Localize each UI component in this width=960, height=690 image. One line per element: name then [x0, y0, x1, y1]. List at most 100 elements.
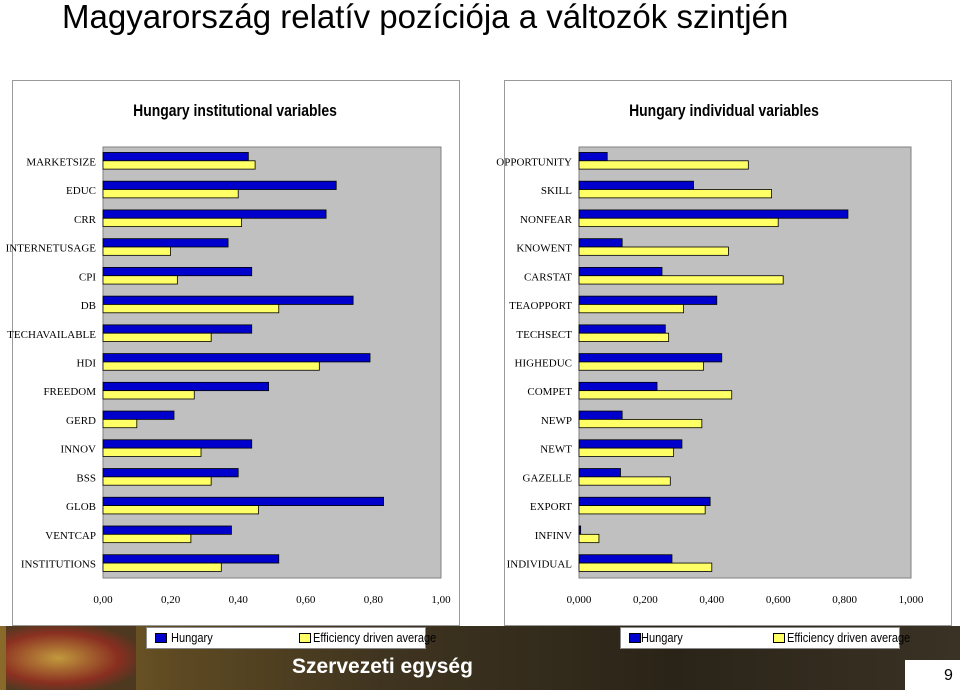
category-label: TECHSECT	[516, 329, 572, 341]
bar-efficiency	[578, 390, 733, 400]
category-label: TEAOPPORT	[509, 300, 572, 312]
category-label: NEWT	[540, 444, 572, 456]
x-tick-label: 0,800	[832, 594, 857, 606]
bar-efficiency	[102, 447, 202, 457]
bar-efficiency	[578, 332, 670, 342]
bar-hungary	[102, 554, 280, 564]
bar-hungary	[578, 496, 711, 506]
bar-efficiency	[578, 217, 779, 227]
category-label: INSTITUTIONS	[21, 559, 96, 571]
x-tick-label: 0,00	[93, 594, 113, 606]
category-label: HIGHEDUC	[515, 358, 572, 370]
category-label: MARKETSIZE	[26, 156, 96, 168]
category-label: KNOWENT	[516, 243, 572, 255]
bar-hungary	[102, 180, 337, 190]
bar-hungary	[102, 381, 270, 392]
bar-hungary	[102, 295, 354, 305]
x-tick-label: 0,000	[567, 594, 592, 606]
bar-efficiency	[578, 275, 784, 285]
bar-hungary	[578, 381, 658, 392]
bar-hungary	[578, 152, 608, 162]
legend-label-hungary: Hungary	[641, 630, 683, 645]
category-label: CRR	[74, 214, 97, 226]
legend-swatch-efficiency	[773, 633, 785, 643]
bar-hungary	[102, 152, 249, 162]
category-label: EDUC	[66, 185, 96, 197]
coat-of-arms-icon	[6, 626, 136, 690]
bar-hungary	[102, 410, 175, 420]
bar-hungary	[578, 324, 666, 334]
legend-label-efficiency: Efficiency driven average	[313, 630, 437, 645]
x-tick-label: 0,20	[161, 594, 181, 606]
bar-efficiency	[578, 246, 729, 256]
category-label: INTERNETUSAGE	[6, 243, 97, 255]
legend-swatch-efficiency	[299, 633, 311, 643]
bar-hungary	[102, 439, 253, 449]
category-label: INDIVIDUAL	[507, 559, 573, 571]
x-tick-label: 0,40	[229, 594, 249, 606]
page-number: 9	[944, 667, 953, 684]
category-label: FREEDOM	[43, 386, 96, 398]
x-tick-label: 0,80	[364, 594, 384, 606]
x-tick-label: 0,200	[633, 594, 658, 606]
bar-efficiency	[578, 447, 675, 457]
x-tick-label: 0,60	[296, 594, 316, 606]
bar-efficiency	[102, 275, 178, 285]
category-label: NONFEAR	[520, 214, 573, 226]
bar-efficiency	[102, 332, 212, 342]
bar-efficiency	[102, 533, 192, 544]
category-label: GAZELLE	[523, 472, 573, 484]
bar-hungary	[578, 238, 623, 248]
x-tick-label: 0,600	[766, 594, 791, 606]
bar-efficiency	[578, 505, 706, 515]
category-label: DB	[81, 300, 96, 312]
bar-hungary	[578, 554, 673, 564]
category-label: CPI	[79, 271, 96, 283]
category-label: GLOB	[66, 501, 96, 513]
bar-hungary	[102, 496, 384, 506]
category-label: COMPET	[527, 386, 572, 398]
bar-hungary	[102, 324, 253, 334]
chart-1: OPPORTUNITY SKILL NONFEAR KNOWENT CARSTAT TEA…	[496, 146, 924, 606]
bar-efficiency	[102, 476, 212, 486]
bar-hungary	[578, 209, 849, 219]
legend-label-efficiency: Efficiency driven average	[787, 630, 911, 645]
slide-title: Magyarország relatív pozíciója a változó…	[62, 0, 789, 35]
category-label: INFINV	[535, 530, 572, 542]
x-tick-label: 1,00	[431, 594, 451, 606]
bar-efficiency	[578, 418, 703, 429]
bar-hungary	[578, 353, 723, 363]
bar-efficiency	[578, 361, 704, 371]
bar-hungary	[578, 295, 718, 305]
chart-0: MARKETSIZE EDUC CRR INTERNETUSAGE CPI DB TECHA…	[6, 146, 451, 606]
category-label: HDI	[76, 358, 96, 370]
legend-swatch-hungary	[155, 633, 167, 643]
category-label: GERD	[66, 415, 96, 427]
legend-swatch-hungary	[629, 633, 641, 643]
bar-hungary	[102, 209, 327, 219]
chart-title-individual: Hungary individual variables	[629, 101, 819, 120]
bar-hungary	[578, 410, 623, 420]
category-label: OPPORTUNITY	[496, 156, 572, 168]
bar-hungary	[102, 353, 371, 363]
bar-hungary	[102, 525, 232, 535]
bar-efficiency	[102, 505, 259, 515]
bar-hungary	[578, 439, 683, 449]
category-label: CARSTAT	[524, 271, 572, 283]
bar-efficiency	[102, 390, 195, 400]
legend-individual: Hungary Efficiency driven average	[620, 627, 910, 649]
bar-efficiency	[578, 476, 671, 486]
bar-efficiency	[102, 160, 256, 170]
bar-efficiency	[578, 304, 684, 314]
chart-title-institutional: Hungary institutional variables	[133, 101, 337, 120]
category-label: BSS	[76, 472, 96, 484]
bar-efficiency	[578, 160, 749, 170]
bar-efficiency	[578, 189, 772, 199]
bar-hungary	[578, 525, 582, 535]
bar-hungary	[102, 266, 253, 277]
bar-efficiency	[102, 246, 171, 256]
bar-efficiency	[102, 361, 320, 371]
bar-hungary	[578, 266, 663, 277]
category-label: NEWP	[541, 415, 572, 427]
category-label: INNOV	[61, 444, 96, 456]
